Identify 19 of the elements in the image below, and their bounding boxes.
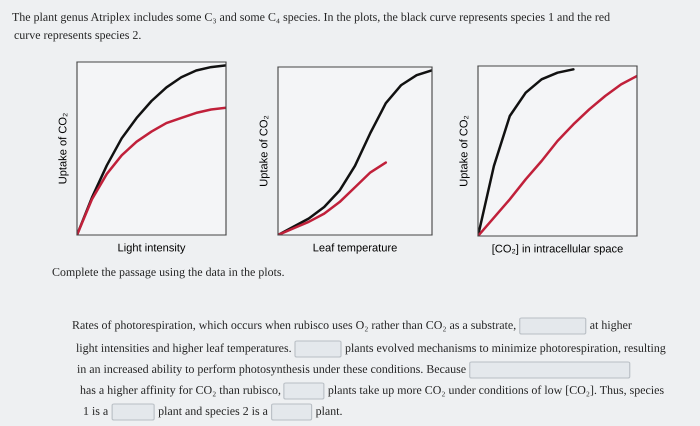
x-axis-title: [CO₂] in intracellular space — [492, 244, 623, 255]
text: Rates of photorespiration, which occurs when rubisco uses O₂ rather than CO₂ as a substrate, — [72, 320, 516, 332]
text: light intensities and higher leaf temperatures. — [76, 344, 291, 354]
y-axis-title: Uptake of CO₂ — [259, 116, 270, 186]
y-axis-title: Uptake of CO₂ — [459, 116, 470, 186]
text: curve represents species 2. — [14, 30, 141, 42]
text: plant. — [316, 406, 342, 418]
text: plants evolved mechanisms to minimize photorespiration, resulting — [345, 344, 666, 354]
text: has a higher affinity for CO₂ than rubisco, — [80, 386, 280, 396]
y-axis-title: Uptake of CO₂ — [58, 113, 69, 184]
text: in an increased ability to perform photosynthesis under these conditions. Because — [77, 364, 466, 376]
text: plant and species 2 is a — [158, 406, 268, 418]
text: 1 is a — [84, 406, 108, 415]
text: Complete the passage using the data in the plots. — [52, 268, 284, 278]
text: plants take up more CO₂ under conditions of low [CO₂]. Thus, species — [328, 386, 664, 396]
x-axis-title: Leaf temperature — [314, 243, 397, 254]
text: The plant genus Atriplex includes some C₃ and some C₄ species. In the plots, the black curve represents species 1 and the red — [12, 12, 610, 24]
text: at higher — [590, 320, 632, 332]
x-axis-title: Light intensity — [118, 243, 186, 254]
